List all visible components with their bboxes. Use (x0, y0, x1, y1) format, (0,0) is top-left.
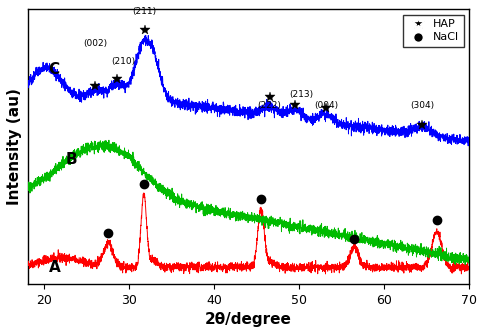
Text: B: B (66, 152, 77, 167)
Text: (213): (213) (290, 90, 314, 99)
Text: (004): (004) (314, 101, 338, 110)
Text: (211): (211) (133, 7, 157, 16)
X-axis label: 2θ/degree: 2θ/degree (205, 312, 292, 327)
Text: (304): (304) (410, 101, 435, 110)
Text: (222): (222) (257, 101, 281, 110)
Text: (210): (210) (111, 57, 136, 66)
Text: A: A (49, 260, 60, 275)
Legend: HAP, NaCl: HAP, NaCl (403, 15, 464, 47)
Y-axis label: Intensity (au): Intensity (au) (7, 88, 22, 205)
Text: C: C (49, 62, 60, 77)
Text: (002): (002) (83, 38, 107, 47)
